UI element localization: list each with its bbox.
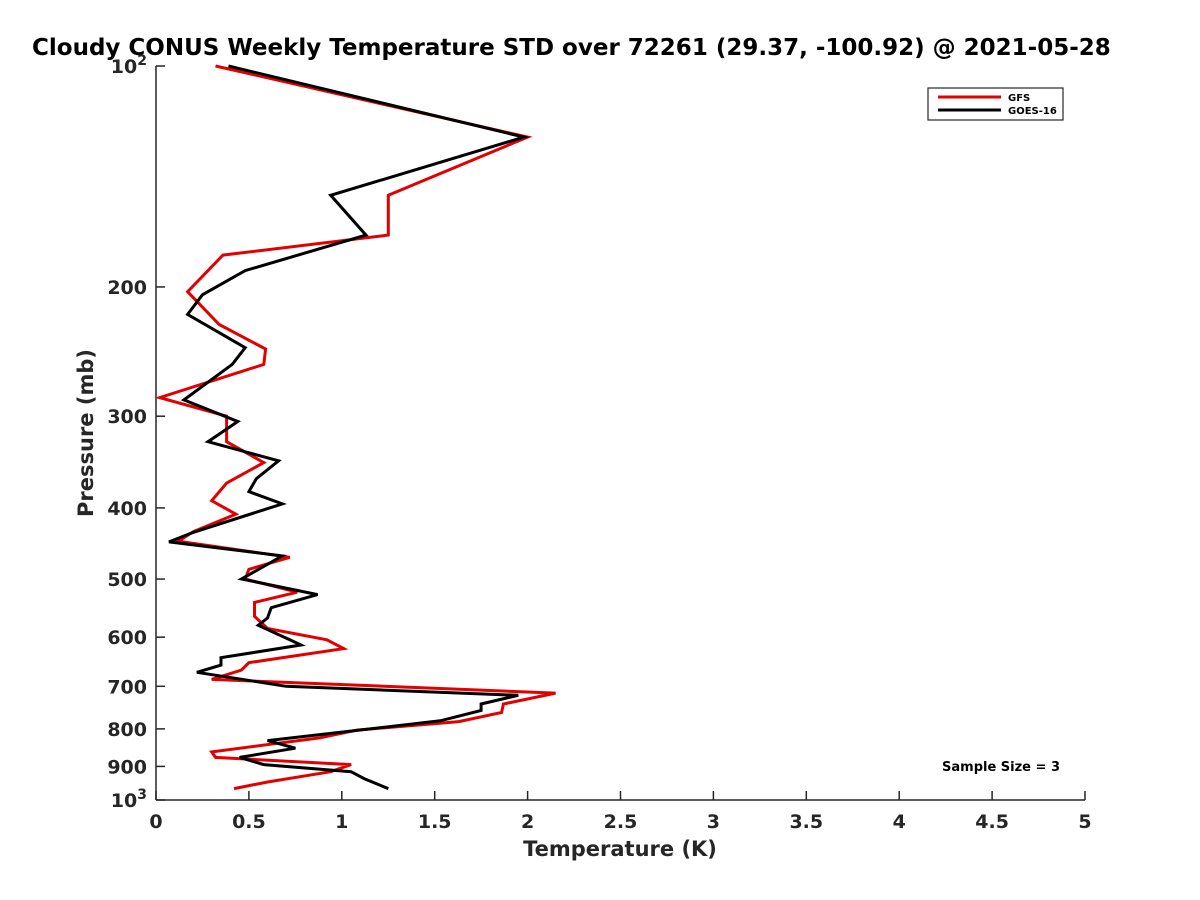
x-tick-label: 3 — [707, 811, 720, 833]
x-tick-label: 2 — [521, 811, 534, 833]
y-tick-label: 500 — [107, 569, 147, 591]
plot-lines — [154, 64, 556, 791]
axes: 0 0.5 1 1.5 2 2.5 3 3.5 4 4.5 5 102 200 300 400 500 600 7… — [107, 53, 1091, 833]
y-tick-label: 102 — [111, 53, 147, 78]
legend: GFS GOES-16 — [927, 87, 1064, 121]
series-line-goes-16 — [168, 64, 530, 790]
legend-label-gfs: GFS — [1008, 93, 1030, 104]
y-tick-label: 600 — [107, 627, 147, 649]
y-axis-label: Pressure (mb) — [74, 349, 98, 517]
x-tick-label: 2.5 — [604, 811, 638, 833]
x-tick-label: 0 — [149, 811, 162, 833]
y-tick-label: 200 — [107, 277, 147, 299]
x-tick-label: 4.5 — [975, 811, 1009, 833]
x-tick-label: 5 — [1078, 811, 1091, 833]
x-tick-label: 1.5 — [418, 811, 452, 833]
x-tick-label: 3.5 — [789, 811, 823, 833]
y-tick-label: 700 — [107, 676, 147, 698]
y-tick-label: 103 — [111, 787, 147, 812]
x-tick-label: 1 — [335, 811, 348, 833]
chart-title: Cloudy CONUS Weekly Temperature STD over… — [32, 35, 1111, 61]
legend-label-goes-16: GOES-16 — [1008, 106, 1057, 117]
y-tick-label: 900 — [107, 756, 147, 778]
y-tick-label: 300 — [107, 406, 147, 428]
y-tick-label: 400 — [107, 498, 147, 520]
sample-size-annotation: Sample Size = 3 — [942, 760, 1060, 775]
x-tick-label: 0.5 — [232, 811, 266, 833]
x-axis-label: Temperature (K) — [523, 837, 717, 861]
x-tick-label: 4 — [893, 811, 906, 833]
series-line-gfs — [154, 64, 556, 791]
y-tick-label: 800 — [107, 719, 147, 741]
legend-box — [927, 87, 1064, 121]
